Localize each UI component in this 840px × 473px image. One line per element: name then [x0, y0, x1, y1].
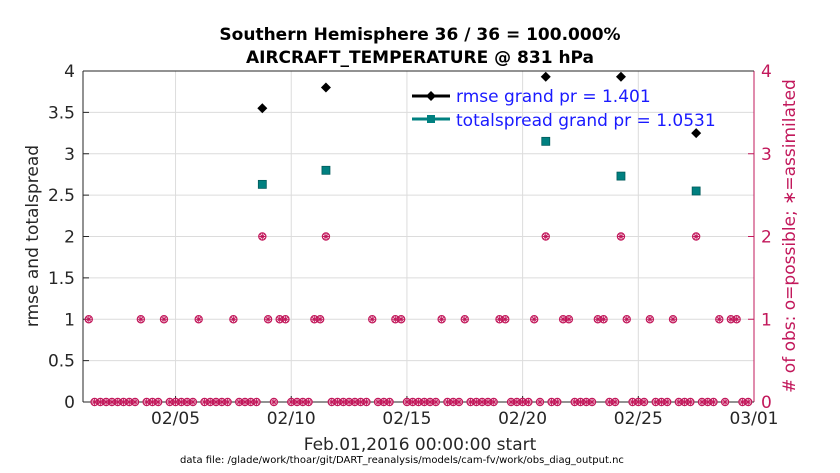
y-right-tick-label: 0 [761, 393, 772, 413]
obs-count-point [304, 397, 313, 407]
obs-count-point [686, 397, 695, 407]
obs-count-point [639, 397, 649, 407]
y-left-tick-label: 0 [64, 393, 75, 413]
obs-count-point [668, 315, 678, 324]
obs-count-point [616, 232, 626, 241]
obs-count-point [159, 315, 169, 324]
totalspread-series [257, 136, 701, 196]
obs-count-point [744, 397, 753, 407]
rmse-point [540, 71, 551, 82]
rmse-point [615, 71, 626, 82]
obs-count-point [263, 315, 273, 324]
grid [83, 71, 754, 402]
rmse-series [257, 71, 702, 139]
obs-count-point [524, 397, 533, 407]
x-tick-label: 02/20 [498, 409, 547, 429]
obs-count-point [460, 315, 469, 324]
obs-count-point [645, 315, 655, 324]
obs-count-point [258, 232, 267, 241]
y-left-tick-label: 2.5 [48, 186, 75, 206]
legend-spread-label: totalspread grand pr = 1.0531 [456, 111, 716, 131]
obs-count-point [130, 397, 140, 407]
obs-count-point [315, 315, 325, 324]
obs-count-point [321, 232, 331, 241]
obs-count-point [136, 315, 146, 324]
obs-count-point [599, 315, 608, 324]
obs-count-point [431, 397, 441, 407]
obs-count-point [663, 397, 672, 407]
obs-count-point [269, 397, 279, 407]
y-axis-label-right: # of obs: o=possible; ∗=assimilated [780, 79, 800, 393]
chart-title: Southern Hemisphere 36 / 36 = 100.000% A… [219, 25, 620, 68]
obs-count-point [223, 397, 232, 407]
obs-count-point [385, 397, 394, 407]
obs-count-point [281, 315, 290, 324]
totalspread-point [257, 179, 267, 189]
totalspread-point [691, 186, 701, 196]
y-left-tick-label: 2 [64, 228, 75, 248]
obs-count-point [396, 315, 406, 324]
obs-count-point [437, 315, 446, 324]
obs-count-point [587, 397, 597, 407]
obs-count-series [84, 232, 753, 407]
x-tick-label: 02/10 [267, 409, 316, 429]
y-left-tick-label: 0.5 [48, 352, 75, 372]
y-right-tick-label: 3 [761, 145, 772, 165]
legend-spread-marker [427, 115, 435, 123]
y-right-tick-label: 2 [761, 228, 772, 248]
x-tick-label: 02/25 [614, 409, 663, 429]
chart-title-line-2: AIRCRAFT_TEMPERATURE @ 831 hPa [246, 48, 594, 68]
y-left-tick-label: 3.5 [48, 103, 75, 123]
y-left-tick-label: 4 [64, 62, 75, 82]
x-tick-label: 02/15 [382, 409, 431, 429]
obs-count-point [489, 397, 498, 407]
obs-count-point [84, 315, 93, 324]
obs-count-point [622, 315, 631, 324]
obs-count-point [454, 397, 464, 407]
rmse-point [320, 82, 331, 93]
obs-count-point [691, 232, 701, 241]
rmse-point [691, 128, 702, 139]
obs-count-point [720, 397, 730, 407]
y-left-tick-label: 1 [64, 310, 75, 330]
obs-count-point [610, 397, 620, 407]
obs-count-point [362, 397, 371, 407]
obs-count-point [553, 397, 562, 407]
x-tick-label: 02/05 [151, 409, 200, 429]
obs-count-point [188, 397, 198, 407]
y-right-tick-label: 4 [761, 62, 772, 82]
obs-count-point [541, 232, 550, 241]
totalspread-point [541, 136, 551, 146]
y-left-tick-label: 3 [64, 145, 75, 165]
y-axis-label-left: rmse and totalspread [23, 145, 43, 327]
obs-count-point [529, 315, 539, 324]
totalspread-point [321, 165, 331, 175]
data-file-footnote: data file: /glade/work/thoar/git/DART_re… [180, 455, 624, 466]
x-axis-label: Feb.01,2016 00:00:00 start [304, 435, 537, 455]
obs-count-point [252, 397, 261, 407]
rmse-point [257, 103, 268, 114]
obs-count-point [501, 315, 510, 324]
axes: 02/05 02/10 02/15 02/20 02/25 03/0100.511.522… [48, 62, 779, 429]
y-left-tick-label: 1.5 [48, 269, 75, 289]
obs-count-point [194, 315, 203, 324]
obs-count-point [368, 315, 377, 324]
obs-count-point [732, 315, 741, 324]
chart-title-line-1: Southern Hemisphere 36 / 36 = 100.000% [219, 25, 620, 45]
obs-count-point [229, 315, 238, 324]
obs-count-point [709, 397, 718, 407]
legend-rmse-marker [426, 91, 436, 101]
y-right-tick-label: 1 [761, 310, 772, 330]
obs-count-point [564, 315, 574, 324]
obs-count-point [153, 397, 163, 407]
obs-count-point [715, 315, 724, 324]
legend: rmse grand pr = 1.401 totalspread grand … [412, 87, 716, 131]
legend-rmse-label: rmse grand pr = 1.401 [456, 87, 651, 107]
totalspread-point [616, 171, 626, 181]
obs-count-point [535, 397, 545, 407]
x-tick-label: 03/01 [730, 409, 779, 429]
